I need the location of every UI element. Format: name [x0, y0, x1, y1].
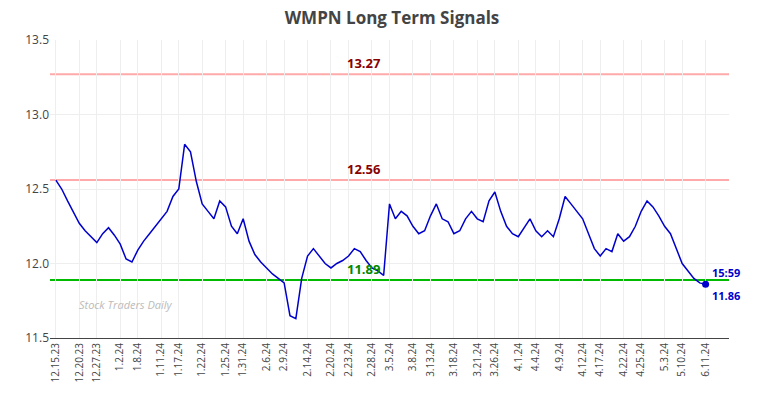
svg-text:1.31.24: 1.31.24	[235, 343, 249, 377]
svg-text:4.1.24: 4.1.24	[511, 343, 525, 371]
svg-text:12.15.23: 12.15.23	[48, 343, 62, 383]
svg-text:1.8.24: 1.8.24	[130, 343, 144, 371]
svg-text:Stock Traders Daily: Stock Traders Daily	[79, 297, 173, 312]
svg-text:6.11.24: 6.11.24	[698, 343, 712, 377]
svg-text:2.6.24: 2.6.24	[259, 343, 273, 371]
svg-text:11.5: 11.5	[25, 329, 49, 346]
svg-text:4.12.24: 4.12.24	[575, 343, 589, 377]
svg-text:2.14.24: 2.14.24	[300, 343, 314, 377]
svg-text:WMPN Long Term Signals: WMPN Long Term Signals	[285, 6, 500, 29]
svg-text:1.11.24: 1.11.24	[153, 343, 167, 377]
svg-text:13.27: 13.27	[347, 54, 381, 72]
svg-text:4.17.24: 4.17.24	[592, 343, 606, 377]
svg-text:13.5: 13.5	[25, 31, 49, 48]
svg-text:12.27.23: 12.27.23	[89, 343, 103, 383]
svg-text:4.25.24: 4.25.24	[633, 343, 647, 377]
svg-text:4.4.24: 4.4.24	[528, 343, 542, 371]
svg-text:15:59: 15:59	[712, 265, 740, 280]
svg-text:1.22.24: 1.22.24	[194, 343, 208, 377]
svg-text:1.25.24: 1.25.24	[218, 343, 232, 377]
svg-text:3.8.24: 3.8.24	[405, 343, 419, 371]
svg-text:3.13.24: 3.13.24	[423, 343, 437, 377]
svg-text:5.3.24: 5.3.24	[657, 343, 671, 371]
svg-text:12.5: 12.5	[25, 180, 49, 197]
svg-text:12.56: 12.56	[347, 160, 381, 178]
svg-text:2.23.24: 2.23.24	[341, 343, 355, 377]
svg-text:12.0: 12.0	[25, 255, 49, 272]
svg-text:5.10.24: 5.10.24	[674, 343, 688, 377]
svg-text:1.2.24: 1.2.24	[112, 343, 126, 371]
svg-text:3.26.24: 3.26.24	[487, 343, 501, 377]
svg-text:4.9.24: 4.9.24	[552, 343, 566, 371]
svg-text:2.9.24: 2.9.24	[276, 343, 290, 371]
svg-text:2.28.24: 2.28.24	[364, 343, 378, 377]
svg-text:12.20.23: 12.20.23	[72, 343, 86, 383]
svg-text:2.20.24: 2.20.24	[323, 343, 337, 377]
svg-text:3.18.24: 3.18.24	[446, 343, 460, 377]
svg-text:1.17.24: 1.17.24	[171, 343, 185, 377]
svg-text:4.22.24: 4.22.24	[616, 343, 630, 377]
svg-text:13.0: 13.0	[25, 106, 49, 123]
svg-text:3.5.24: 3.5.24	[382, 343, 396, 371]
svg-text:11.86: 11.86	[712, 288, 740, 303]
svg-text:3.21.24: 3.21.24	[470, 343, 484, 377]
svg-text:11.89: 11.89	[347, 260, 380, 278]
